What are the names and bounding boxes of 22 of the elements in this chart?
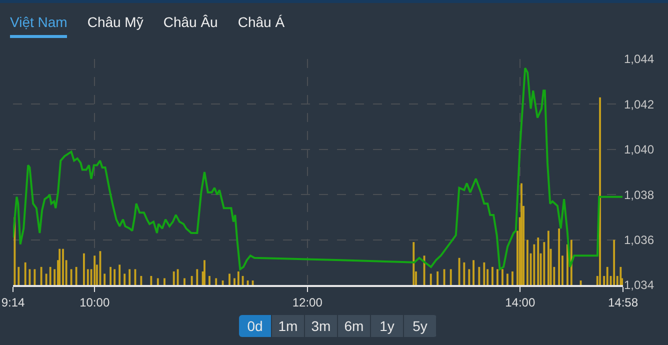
text: 0d: [239, 315, 272, 337]
text: 3m: [305, 315, 338, 337]
y-tick-label: 1,036: [624, 233, 654, 247]
text: 1m: [272, 315, 305, 337]
y-tick-label: 1,040: [624, 142, 654, 157]
text: Việt Nam: [10, 14, 68, 38]
x-tick-label: 10:00: [80, 295, 110, 310]
text: 1y: [371, 315, 404, 337]
line-series: [13, 67, 623, 270]
y-tick-label: 1,044: [624, 52, 654, 66]
x-tick-label: 14:58: [608, 295, 638, 310]
text: Châu Mỹ: [87, 14, 144, 32]
x-tick-label: 12:00: [292, 295, 323, 310]
y-tick-label: 1,038: [624, 188, 654, 202]
x-tick-label: 14:00: [505, 295, 536, 310]
text: 5y: [404, 315, 437, 337]
text: Châu Á: [238, 14, 285, 32]
y-tick-label: 1,042: [624, 97, 654, 112]
x-tick-label: 9:14: [1, 295, 25, 310]
text: Châu Âu: [163, 14, 218, 32]
text: 6m: [338, 315, 371, 337]
y-tick-label: 1,034: [624, 278, 654, 292]
